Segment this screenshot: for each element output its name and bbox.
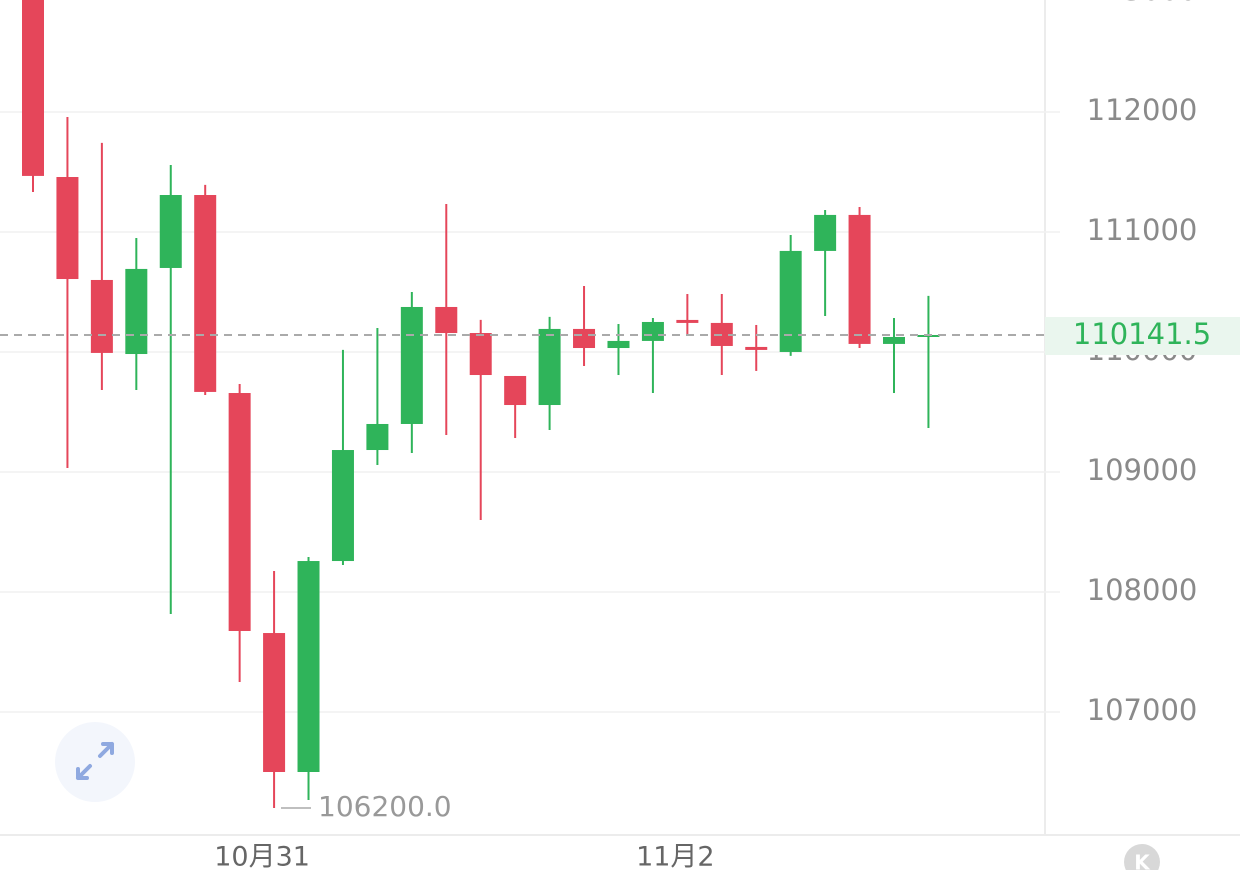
x-tick-label: 11月2 bbox=[636, 842, 715, 870]
candle-body bbox=[22, 0, 44, 176]
candle-body bbox=[435, 306, 458, 334]
candle-body bbox=[297, 561, 320, 772]
annotation-label: 106200.0 bbox=[318, 790, 452, 823]
y-tick-label: 109000 bbox=[1087, 453, 1198, 487]
last-price-label: 110141.5 bbox=[1073, 317, 1211, 351]
candle-body bbox=[607, 340, 630, 349]
candle-body bbox=[779, 250, 802, 352]
candle-body bbox=[263, 633, 286, 772]
candle-body bbox=[676, 319, 699, 323]
candle-body bbox=[538, 328, 561, 406]
logo: K bbox=[1124, 844, 1160, 870]
candle-body bbox=[331, 450, 354, 562]
candle-body bbox=[125, 268, 148, 355]
candle-body bbox=[745, 346, 768, 350]
candle-body bbox=[400, 306, 423, 424]
logo-text: K bbox=[1134, 851, 1151, 870]
candle-body bbox=[814, 214, 837, 251]
y-tick-label: 112000 bbox=[1087, 93, 1198, 127]
candle-body bbox=[848, 214, 871, 344]
y-tick-label: 111000 bbox=[1087, 213, 1198, 247]
expand-button[interactable] bbox=[55, 722, 135, 802]
candle-body bbox=[90, 279, 113, 353]
candle-body bbox=[641, 321, 664, 341]
last-price-tag bbox=[1045, 316, 1240, 355]
candle-body bbox=[56, 177, 79, 280]
y-tick-label: 108000 bbox=[1087, 573, 1198, 607]
candle-body bbox=[469, 333, 492, 376]
candle-body bbox=[194, 195, 217, 392]
candle-body bbox=[366, 423, 389, 451]
candle-body bbox=[159, 195, 182, 268]
candle-body bbox=[883, 336, 905, 344]
y-tick-label: 107000 bbox=[1087, 693, 1198, 727]
candle-body bbox=[504, 375, 527, 406]
candle-body bbox=[573, 328, 596, 349]
candle-body bbox=[228, 393, 251, 631]
x-tick-label: 10月31 bbox=[214, 842, 310, 870]
y-tick-label: 113000 bbox=[1087, 0, 1198, 7]
